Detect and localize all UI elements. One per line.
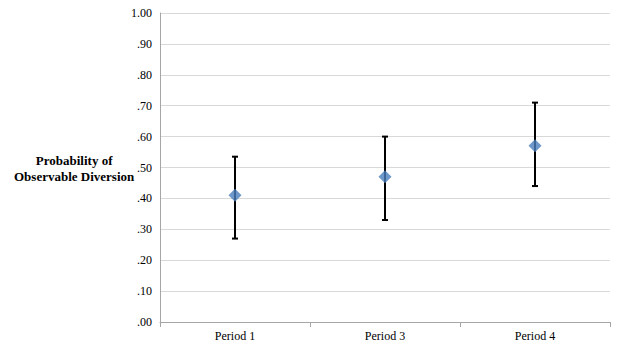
svg-text:Observable Diversion: Observable Diversion <box>14 169 135 184</box>
svg-text:.60: .60 <box>137 130 152 144</box>
svg-text:.30: .30 <box>137 222 152 236</box>
svg-text:.10: .10 <box>137 284 152 298</box>
svg-text:.40: .40 <box>137 191 152 205</box>
svg-text:Probability of: Probability of <box>36 153 113 168</box>
svg-text:.90: .90 <box>137 37 152 51</box>
svg-text:.20: .20 <box>137 253 152 267</box>
svg-text:.70: .70 <box>137 99 152 113</box>
svg-text:Period 3: Period 3 <box>365 329 405 343</box>
svg-text:.50: .50 <box>137 161 152 175</box>
svg-text:Period 1: Period 1 <box>215 329 255 343</box>
svg-text:.80: .80 <box>137 68 152 82</box>
svg-text:1.00: 1.00 <box>131 6 152 20</box>
svg-text:.00: .00 <box>137 315 152 329</box>
svg-text:Period 4: Period 4 <box>515 329 555 343</box>
